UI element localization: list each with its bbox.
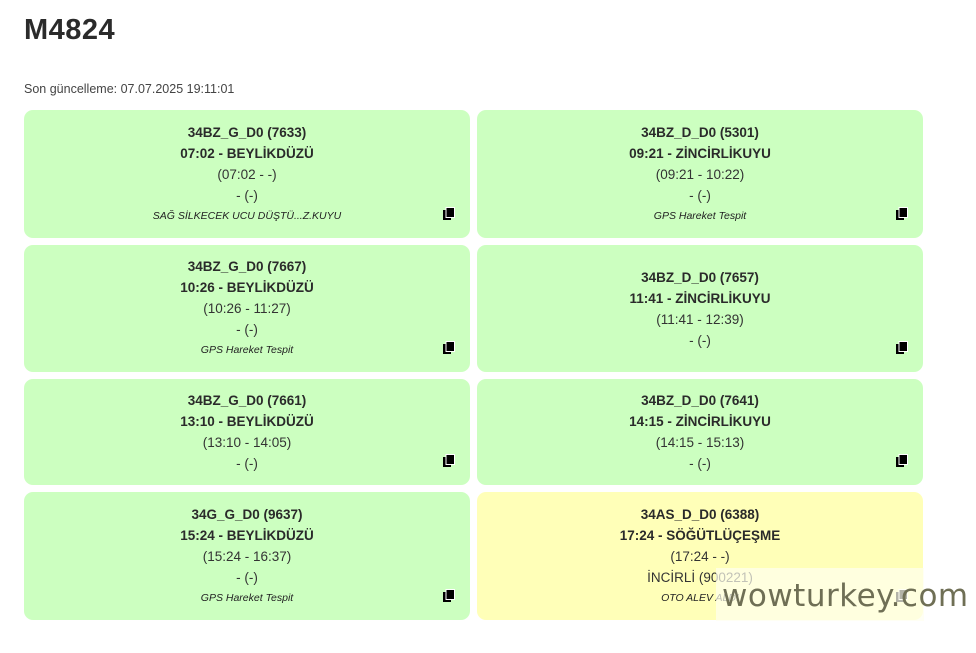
time-range: (17:24 - -) (670, 548, 730, 564)
watermark: wowturkey.com (722, 578, 969, 614)
trip-note: GPS Hareket Tespit (200, 591, 294, 604)
copy-icon[interactable] (442, 340, 456, 354)
departure: 15:24 - BEYLİKDÜZÜ (180, 527, 314, 543)
copy-icon[interactable] (895, 206, 909, 220)
departure: 17:24 - SÖĞÜTLÜÇEŞME (619, 527, 781, 543)
trip-id: 34AS_D_D0 (6388) (640, 506, 760, 522)
trip-note: SAĞ SİLKECEK UCU DÜŞTÜ...Z.KUYU (152, 209, 342, 222)
stop: - (-) (689, 332, 711, 348)
copy-icon[interactable] (895, 340, 909, 354)
copy-icon[interactable] (442, 453, 456, 467)
trip-note: GPS Hareket Tespit (653, 209, 747, 222)
trip-card: 34BZ_G_D0 (7633) 07:02 - BEYLİKDÜZÜ (07:02… (24, 110, 470, 238)
trip-note: GPS Hareket Tespit (200, 344, 294, 356)
trip-card: 34BZ_G_D0 (7667) 10:26 - BEYLİKDÜZÜ (10:26… (24, 245, 470, 372)
card-grid: 34BZ_G_D0 (7633) 07:02 - BEYLİKDÜZÜ (07:02… (24, 110, 923, 620)
last-update: Son güncelleme: 07.07.2025 19:11:01 (24, 82, 235, 96)
trip-card: 34BZ_D_D0 (5301) 09:21 - ZİNCİRLİKUYU (09:… (477, 110, 923, 238)
stop: - (-) (236, 456, 258, 471)
page-title: M4824 (24, 14, 116, 46)
trip-id: 34BZ_G_D0 (7667) (187, 259, 307, 274)
trip-id: 34BZ_D_D0 (7641) (641, 393, 759, 408)
time-range: (09:21 - 10:22) (655, 166, 745, 182)
stop: - (-) (236, 322, 258, 337)
time-range: (13:10 - 14:05) (202, 435, 292, 450)
departure: 14:15 - ZİNCİRLİKUYU (629, 414, 771, 429)
stop: - (-) (236, 569, 258, 585)
trip-card: 34BZ_D_D0 (7657) 11:41 - ZİNCİRLİKUYU (11:… (477, 245, 923, 372)
trip-card: 34BZ_G_D0 (7661) 13:10 - BEYLİKDÜZÜ (13:10… (24, 379, 470, 485)
trip-id: 34BZ_G_D0 (7661) (187, 393, 307, 408)
stop: - (-) (689, 187, 711, 203)
departure: 09:21 - ZİNCİRLİKUYU (629, 145, 771, 161)
watermark-overlay (716, 568, 924, 621)
time-range: (14:15 - 15:13) (655, 435, 745, 450)
stop: - (-) (689, 456, 711, 471)
departure: 07:02 - BEYLİKDÜZÜ (180, 145, 314, 161)
stop: - (-) (236, 187, 258, 203)
time-range: (07:02 - -) (217, 166, 277, 182)
copy-icon[interactable] (442, 588, 456, 602)
trip-id: 34G_G_D0 (9637) (191, 506, 303, 522)
departure: 11:41 - ZİNCİRLİKUYU (629, 290, 771, 306)
time-range: (11:41 - 12:39) (656, 311, 744, 327)
trip-id: 34BZ_G_D0 (7633) (187, 124, 307, 140)
time-range: (15:24 - 16:37) (202, 548, 292, 564)
copy-icon[interactable] (442, 206, 456, 220)
trip-id: 34BZ_D_D0 (7657) (641, 269, 759, 285)
trip-card: 34G_G_D0 (9637) 15:24 - BEYLİKDÜZÜ (15:24 … (24, 492, 470, 620)
departure: 10:26 - BEYLİKDÜZÜ (180, 280, 314, 295)
copy-icon[interactable] (895, 453, 909, 467)
trip-card: 34BZ_D_D0 (7641) 14:15 - ZİNCİRLİKUYU (14:… (477, 379, 923, 485)
departure: 13:10 - BEYLİKDÜZÜ (180, 414, 314, 429)
trip-id: 34BZ_D_D0 (5301) (641, 124, 759, 140)
time-range: (10:26 - 11:27) (203, 301, 291, 316)
